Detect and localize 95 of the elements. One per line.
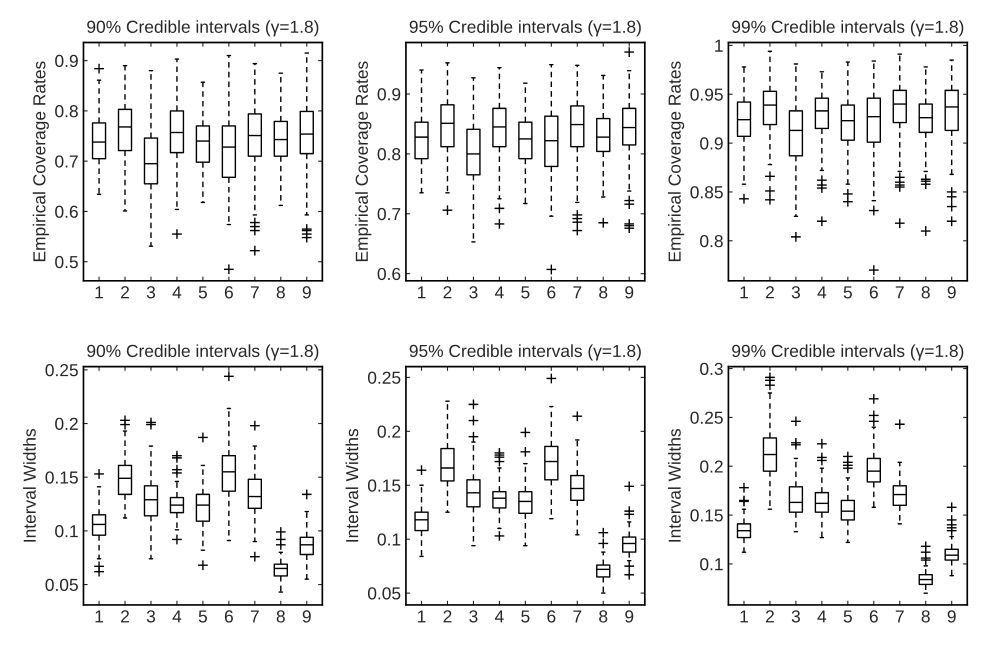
y-tick-label: 0.25	[690, 412, 723, 424]
y-axis-title: Interval Widths	[346, 429, 358, 542]
x-tick-label: 3	[146, 286, 156, 298]
y-tick-label: 0.05	[46, 578, 78, 592]
x-tick-label: 6	[224, 286, 233, 298]
x-tick-label: 7	[250, 286, 259, 298]
y-tick-label: 0.1	[378, 533, 400, 546]
chart-title: 99% Credible intervals (γ=1.8)	[732, 20, 964, 36]
y-tick-label: 0.2	[378, 426, 400, 438]
y-tick-label: 0.8	[378, 148, 400, 160]
x-tick-label: 7	[896, 610, 904, 622]
x-tick-label: 6	[547, 610, 556, 623]
y-tick-label: 0.05	[368, 587, 400, 600]
x-tick-label: 7	[896, 286, 904, 298]
y-axis-title: Interval Widths	[23, 429, 36, 542]
x-tick-label: 1	[96, 286, 104, 298]
x-tick-label: 5	[521, 286, 530, 298]
x-tick-label: 2	[444, 610, 452, 622]
x-tick-label: 7	[250, 610, 259, 622]
chart-title: 90% Credible intervals (γ=1.8)	[87, 20, 318, 36]
x-tick-label: 9	[302, 610, 311, 623]
x-tick-label: 2	[444, 286, 452, 298]
y-tick-label: 0.9	[378, 88, 400, 100]
chart-title: 90% Credible intervals (γ=1.8)	[87, 344, 318, 360]
x-tick-label: 3	[469, 610, 478, 623]
x-tick-label: 1	[740, 610, 748, 622]
x-tick-label: 3	[469, 286, 478, 298]
y-tick-label: 0.9	[55, 54, 78, 68]
x-tick-label: 5	[198, 610, 208, 623]
x-tick-label: 9	[302, 286, 311, 298]
x-tick-label: 5	[844, 286, 852, 298]
chart-title: 95% Credible intervals (γ=1.8)	[410, 20, 641, 36]
x-tick-label: 2	[121, 286, 129, 298]
x-tick-label: 2	[121, 610, 129, 622]
x-tick-label: 1	[418, 286, 426, 298]
y-tick-label: 0.5	[55, 256, 78, 268]
x-tick-label: 9	[948, 610, 956, 623]
y-tick-label: 0.1	[700, 558, 723, 570]
y-axis-title: Empirical Coverage Rates	[355, 61, 372, 262]
y-tick-label: 0.15	[690, 509, 723, 522]
x-tick-label: 9	[948, 286, 956, 298]
x-tick-label: 8	[922, 610, 930, 623]
y-tick-label: 1	[715, 40, 723, 52]
x-tick-label: 8	[276, 286, 285, 298]
x-tick-label: 5	[521, 610, 530, 623]
x-tick-label: 6	[224, 610, 233, 623]
x-tick-label: 8	[599, 286, 608, 298]
chart-title: 95% Credible intervals (γ=1.8)	[410, 344, 641, 360]
y-tick-label: 0.25	[46, 364, 78, 376]
x-tick-label: 9	[625, 610, 634, 623]
x-tick-label: 1	[418, 610, 426, 622]
x-tick-label: 4	[172, 610, 182, 622]
x-tick-label: 4	[494, 610, 504, 622]
y-axis-title: Empirical Coverage Rates	[32, 61, 49, 262]
y-tick-label: 0.15	[46, 471, 78, 484]
y-tick-label: 0.6	[55, 206, 78, 218]
x-tick-label: 3	[792, 286, 800, 298]
y-tick-label: 0.7	[55, 155, 78, 168]
x-tick-label: 6	[870, 610, 878, 623]
x-tick-label: 3	[792, 610, 800, 623]
x-tick-label: 5	[844, 610, 852, 623]
x-tick-label: 4	[817, 286, 826, 298]
y-tick-label: 0.95	[690, 88, 723, 101]
x-tick-label: 4	[817, 610, 826, 622]
x-tick-label: 6	[870, 286, 878, 298]
y-tick-label: 0.7	[378, 208, 400, 220]
x-tick-label: 2	[766, 610, 774, 622]
y-tick-label: 0.15	[368, 479, 400, 492]
y-axis-title: Interval Widths	[668, 429, 681, 542]
x-tick-label: 8	[276, 610, 285, 623]
y-tick-label: 0.25	[368, 372, 400, 384]
x-tick-label: 4	[494, 286, 504, 298]
x-tick-label: 8	[922, 286, 930, 298]
x-tick-label: 1	[740, 286, 748, 298]
y-tick-label: 0.1	[55, 525, 78, 538]
y-tick-label: 0.8	[55, 105, 78, 118]
x-tick-label: 1	[96, 610, 104, 622]
x-tick-label: 5	[198, 286, 208, 298]
chart-title: 99% Credible intervals (γ=1.8)	[732, 344, 964, 360]
x-tick-label: 7	[573, 610, 582, 622]
y-tick-label: 0.3	[700, 362, 723, 376]
x-tick-label: 3	[146, 610, 156, 623]
y-tick-label: 0.8	[700, 234, 723, 248]
x-tick-label: 6	[547, 286, 556, 298]
y-tick-label: 0.2	[55, 418, 78, 430]
y-tick-label: 0.6	[378, 268, 400, 280]
y-tick-label: 0.85	[690, 186, 723, 198]
y-tick-label: 0.9	[700, 137, 723, 150]
x-tick-label: 4	[172, 286, 182, 298]
x-tick-label: 2	[766, 286, 774, 298]
x-tick-label: 7	[573, 286, 582, 298]
x-tick-label: 8	[599, 610, 608, 623]
x-tick-label: 9	[625, 286, 634, 298]
y-tick-label: 0.2	[700, 460, 723, 473]
y-axis-title: Empirical Coverage Rates	[668, 61, 684, 262]
